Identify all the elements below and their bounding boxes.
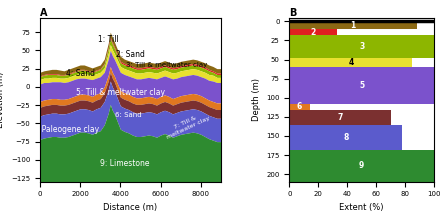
Text: 9: 9 (359, 161, 364, 170)
Text: 7: Till &
meltwater clay: 7: Till & meltwater clay (163, 110, 210, 140)
Text: 5: Till & meltwater clay: 5: Till & meltwater clay (76, 88, 165, 97)
Text: 8: Paleogene clay: 8: Paleogene clay (32, 125, 100, 134)
Text: 3: 3 (359, 42, 364, 51)
X-axis label: Extent (%): Extent (%) (339, 203, 384, 212)
Text: 5: 5 (359, 81, 364, 90)
Text: 9: Limestone: 9: Limestone (100, 159, 149, 168)
Text: 4: Sand: 4: Sand (66, 69, 95, 78)
Text: 6: Sand: 6: Sand (115, 112, 142, 118)
Text: 8: 8 (343, 133, 349, 142)
X-axis label: Distance (m): Distance (m) (103, 203, 157, 212)
Text: 4: 4 (348, 58, 354, 67)
Text: 1: 1 (350, 21, 356, 30)
Text: 7: 7 (337, 113, 343, 122)
Text: 3: Till & meltwater clay: 3: Till & meltwater clay (126, 62, 207, 68)
Y-axis label: Depth (m): Depth (m) (252, 78, 260, 121)
Text: A: A (40, 7, 47, 18)
Text: 2: Sand: 2: Sand (116, 50, 145, 59)
Y-axis label: Elevation (m): Elevation (m) (0, 71, 5, 128)
Text: 6: 6 (297, 102, 302, 111)
Text: B: B (289, 7, 297, 18)
Text: 2: 2 (311, 28, 316, 37)
Text: 1: Till: 1: Till (98, 35, 119, 44)
